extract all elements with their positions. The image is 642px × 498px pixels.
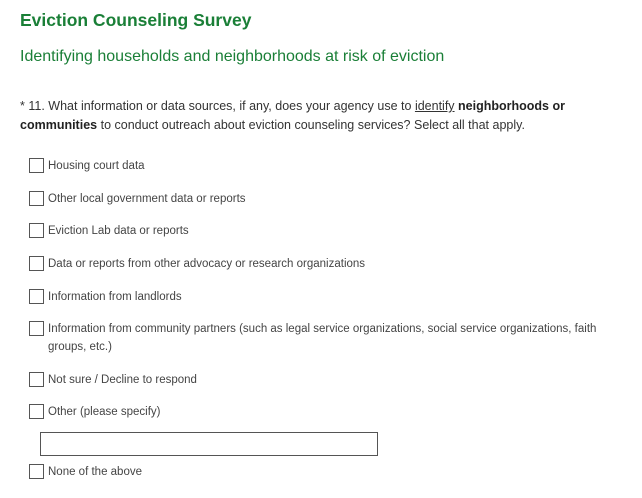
option: Other local government data or reports	[29, 190, 619, 208]
option: Eviction Lab data or reports	[29, 222, 619, 240]
checkbox[interactable]	[29, 191, 44, 206]
option-label[interactable]: Information from community partners (suc…	[48, 323, 597, 353]
question-text: to conduct outreach about eviction couns…	[100, 118, 525, 132]
option: Information from community partners (suc…	[29, 320, 619, 356]
option: Data or reports from other advocacy or r…	[29, 255, 619, 273]
question-number: 11.	[28, 99, 45, 113]
option: None of the above	[29, 463, 619, 481]
required-marker: *	[20, 99, 25, 113]
option: Other (please specify)	[29, 403, 619, 421]
checkbox[interactable]	[29, 372, 44, 387]
option-label[interactable]: Information from landlords	[48, 291, 182, 303]
option-label[interactable]: Other local government data or reports	[48, 193, 246, 205]
section-subtitle: Identifying households and neighborhoods…	[20, 48, 445, 65]
checkbox[interactable]	[29, 321, 44, 336]
question: * 11. What information or data sources, …	[20, 97, 620, 135]
option-label[interactable]: Data or reports from other advocacy or r…	[48, 258, 366, 270]
option-label[interactable]: Housing court data	[48, 160, 145, 172]
option: Housing court data	[29, 157, 619, 175]
option: Information from landlords	[29, 288, 619, 306]
option-label[interactable]: Not sure / Decline to respond	[48, 374, 197, 386]
question-text: What information or data sources, if any…	[48, 99, 412, 113]
option-label[interactable]: Other (please specify)	[48, 406, 161, 418]
checkbox[interactable]	[29, 256, 44, 271]
checkbox[interactable]	[29, 223, 44, 238]
survey-title: Eviction Counseling Survey	[20, 10, 252, 30]
checkbox[interactable]	[29, 289, 44, 304]
option-label[interactable]: None of the above	[48, 466, 142, 478]
checkbox[interactable]	[29, 158, 44, 173]
checkbox[interactable]	[29, 464, 44, 479]
option: Not sure / Decline to respond	[29, 371, 619, 389]
other-text-input[interactable]	[40, 432, 378, 456]
checkbox[interactable]	[29, 404, 44, 419]
option-label[interactable]: Eviction Lab data or reports	[48, 225, 189, 237]
question-bold: neighborhoods or communities	[20, 99, 565, 132]
question-underlined: identify	[414, 99, 455, 113]
